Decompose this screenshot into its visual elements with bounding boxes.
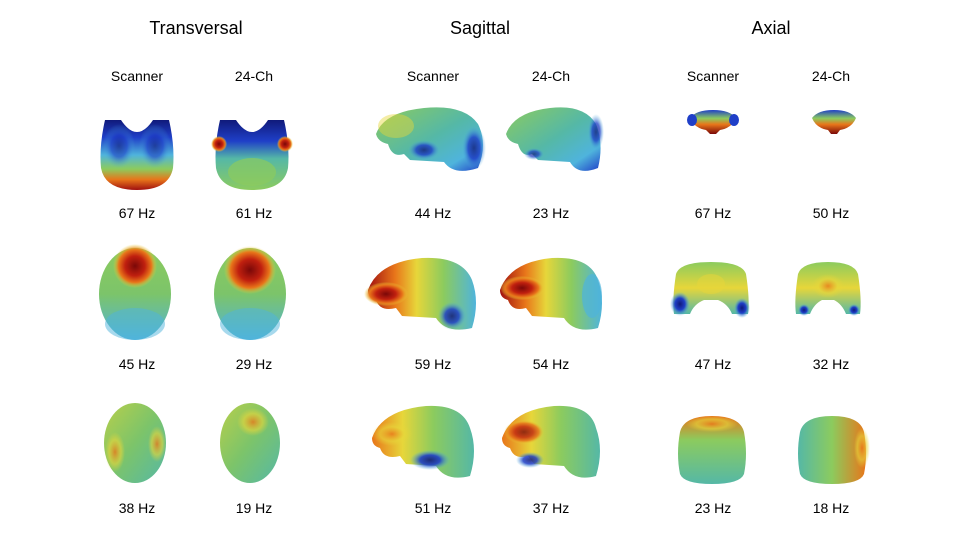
frequency-label: 23 Hz — [694, 500, 732, 516]
frequency-label: 18 Hz — [812, 500, 850, 516]
heatmap-transversal-24ch-row2 — [212, 246, 288, 342]
heatmap-axial-24ch-row2 — [794, 260, 862, 316]
frequency-label: 29 Hz — [235, 356, 273, 372]
frequency-label: 45 Hz — [118, 356, 156, 372]
frequency-label: 54 Hz — [532, 356, 570, 372]
heatmap-sagittal-24ch-row3 — [500, 404, 602, 480]
frequency-label: 32 Hz — [812, 356, 850, 372]
column-header-24ch: 24-Ch — [811, 68, 851, 84]
column-header-24ch: 24-Ch — [234, 68, 274, 84]
frequency-label: 37 Hz — [532, 500, 570, 516]
frequency-label: 47 Hz — [694, 356, 732, 372]
heatmap-transversal-24ch-row1 — [211, 116, 293, 190]
frequency-label: 51 Hz — [414, 500, 452, 516]
frequency-label: 59 Hz — [414, 356, 452, 372]
heatmap-axial-24ch-row1 — [810, 110, 858, 134]
column-header-24ch: 24-Ch — [531, 68, 571, 84]
column-header-scanner: Scanner — [110, 68, 164, 84]
frequency-label: 67 Hz — [118, 205, 156, 221]
column-header-scanner: Scanner — [686, 68, 740, 84]
heatmap-sagittal-scanner-row2 — [364, 256, 478, 332]
heatmap-axial-24ch-row3 — [796, 414, 870, 486]
frequency-label: 61 Hz — [235, 205, 273, 221]
panel-title-transversal: Transversal — [149, 18, 243, 38]
frequency-label: 23 Hz — [532, 205, 570, 221]
heatmap-axial-scanner-row3 — [676, 414, 748, 486]
heatmap-axial-scanner-row2 — [670, 260, 750, 318]
heatmap-transversal-scanner-row1 — [99, 116, 175, 190]
heatmap-transversal-scanner-row2 — [97, 244, 173, 342]
heatmap-sagittal-scanner-row3 — [370, 404, 476, 480]
frequency-label: 19 Hz — [235, 500, 273, 516]
heatmap-transversal-scanner-row3 — [103, 402, 167, 484]
heatmap-sagittal-24ch-row2 — [498, 256, 604, 332]
frequency-label: 67 Hz — [694, 205, 732, 221]
frequency-label: 38 Hz — [118, 500, 156, 516]
heatmap-sagittal-24ch-row1 — [504, 104, 604, 174]
heatmap-sagittal-scanner-row1 — [374, 104, 486, 174]
heatmap-axial-scanner-row1 — [687, 110, 739, 134]
panel-title-sagittal: Sagittal — [449, 18, 511, 38]
frequency-label: 44 Hz — [414, 205, 452, 221]
frequency-label: 50 Hz — [812, 205, 850, 221]
heatmap-transversal-24ch-row3 — [219, 402, 281, 484]
panel-title-axial: Axial — [751, 18, 791, 38]
column-header-scanner: Scanner — [406, 68, 460, 84]
